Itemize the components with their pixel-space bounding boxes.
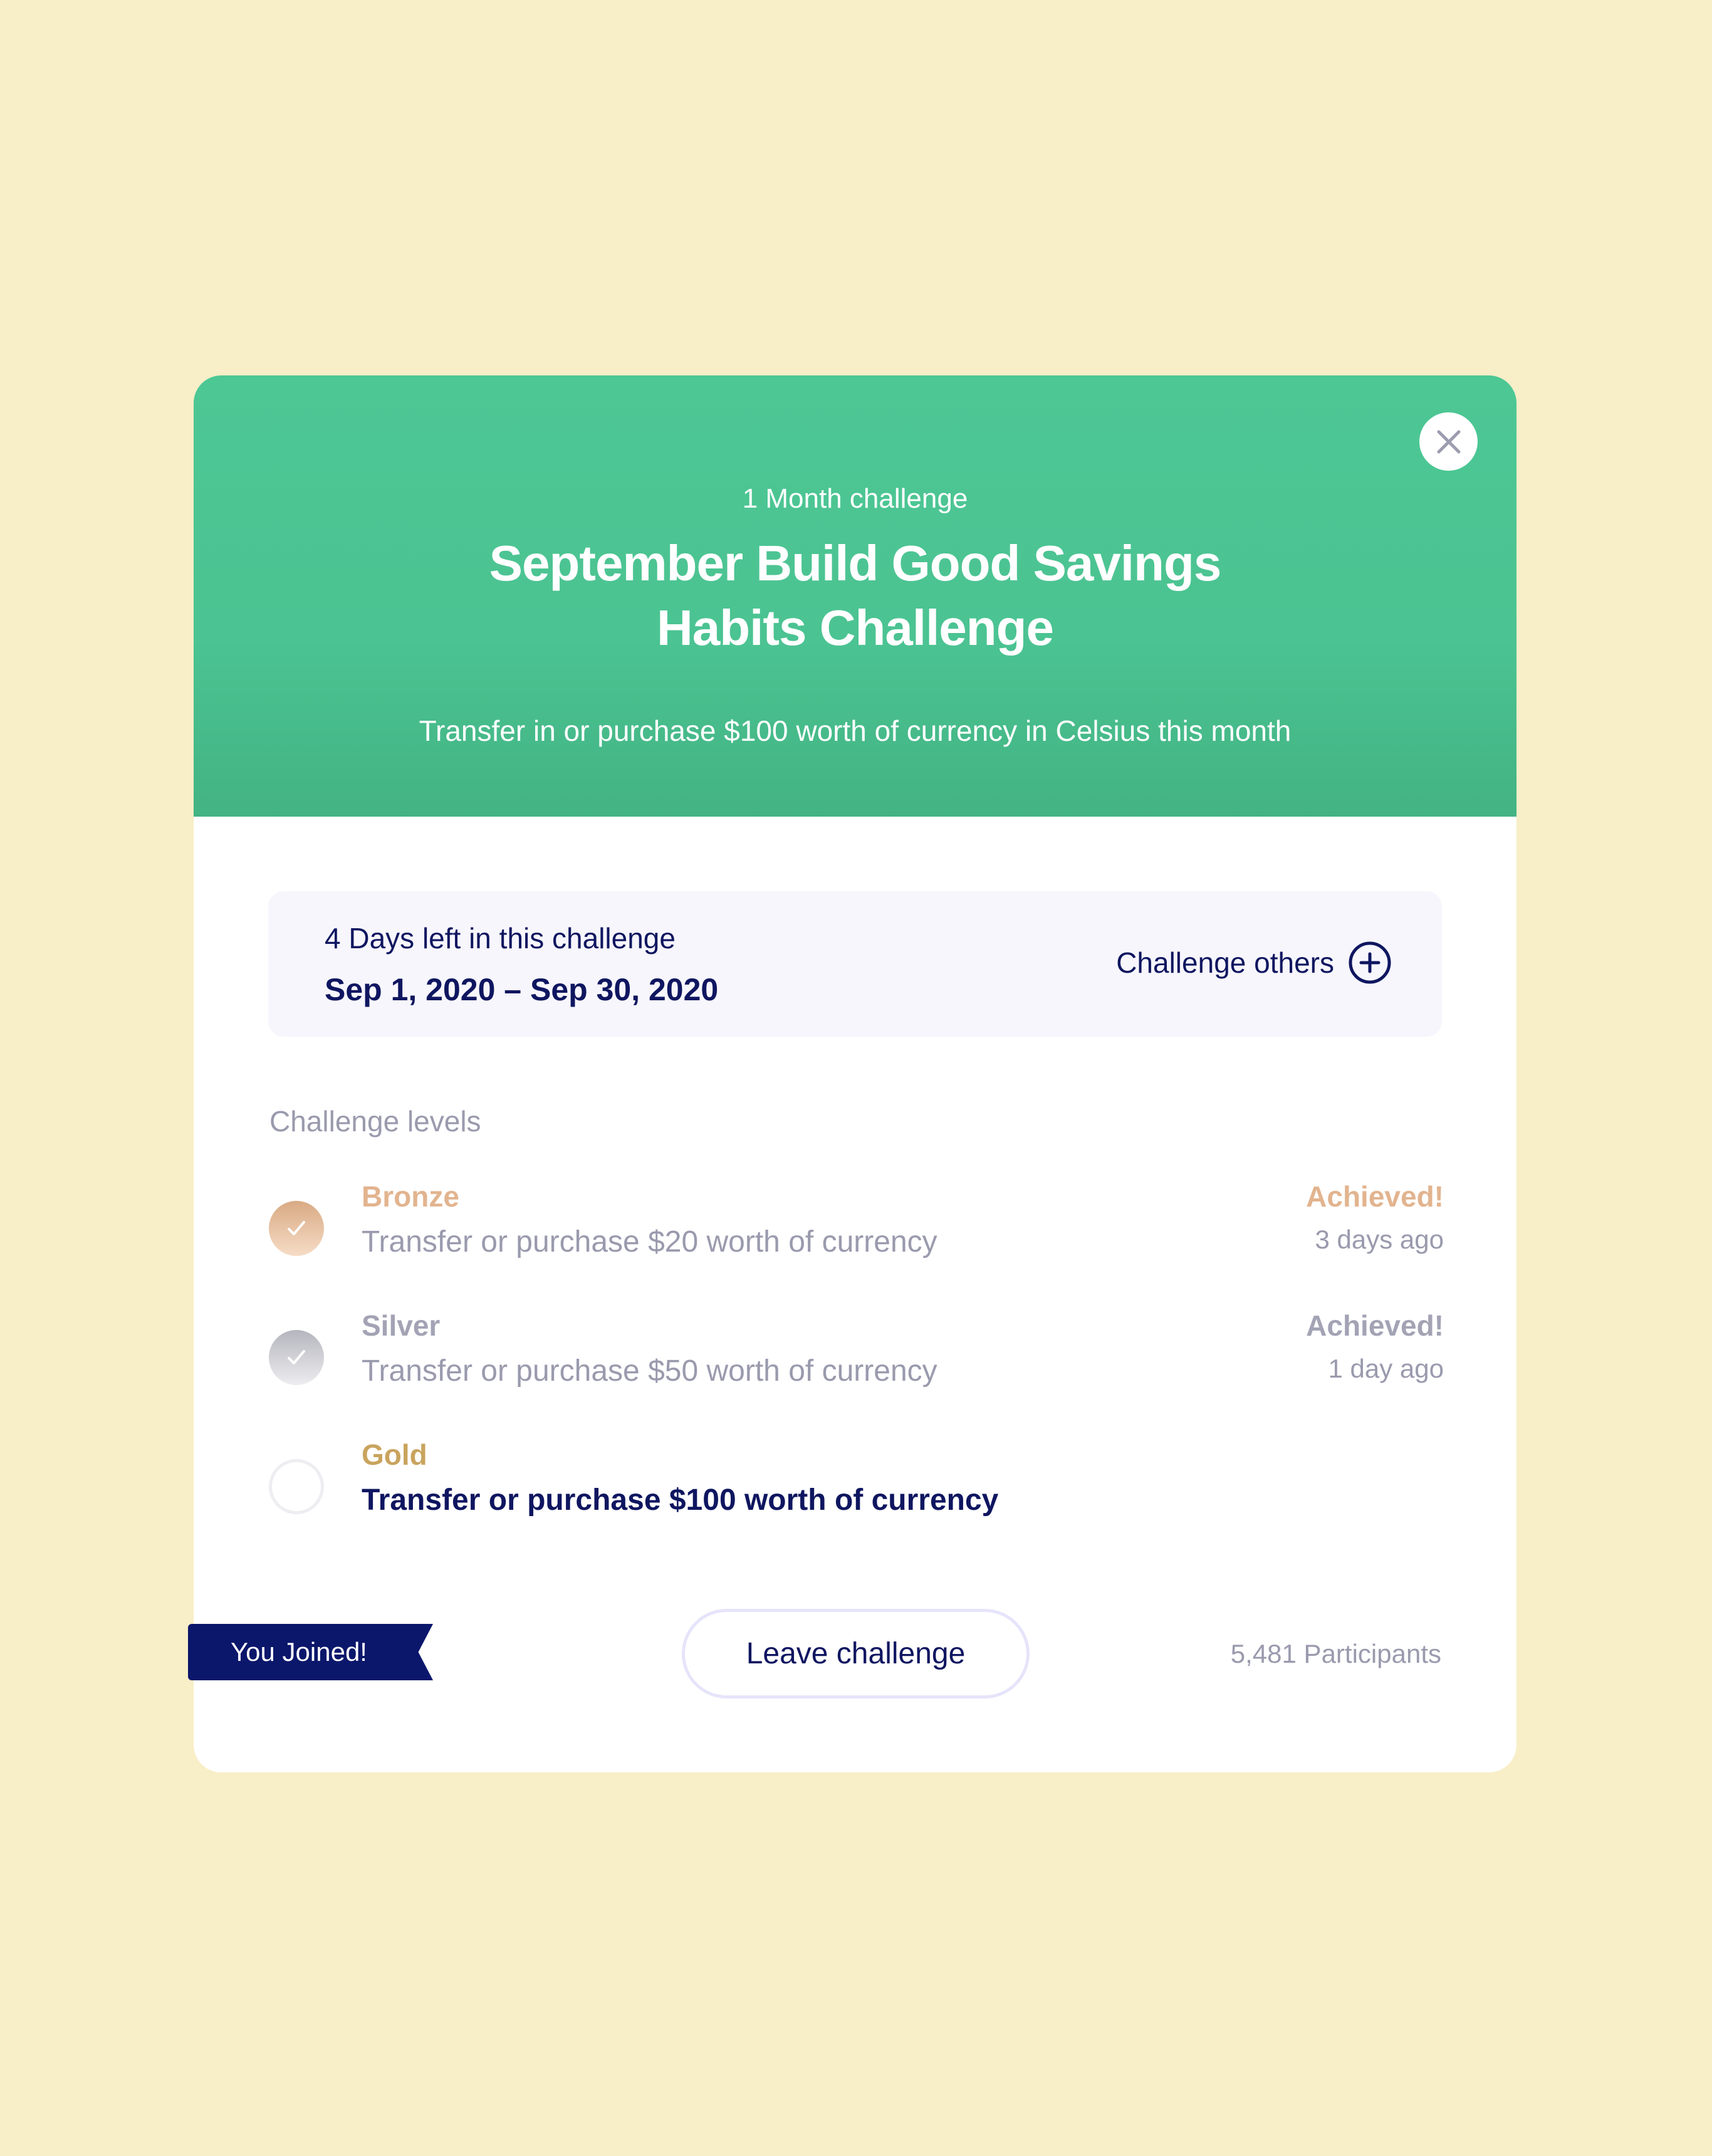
level-description: Transfer or purchase $50 worth of curren…: [362, 1354, 937, 1388]
level-status: Achieved!: [1306, 1309, 1444, 1342]
pending-badge: [269, 1459, 324, 1514]
challenge-duration: 1 Month challenge: [742, 483, 968, 514]
plus-circle-icon: [1349, 941, 1391, 984]
joined-ribbon: You Joined!: [188, 1624, 433, 1680]
challenge-title: September Build Good Savings Habits Chal…: [194, 531, 1516, 660]
level-name: Gold: [362, 1438, 427, 1471]
challenge-modal: 1 Month challenge September Build Good S…: [188, 375, 1516, 1772]
challenge-info-box: 4 Days left in this challenge Sep 1, 202…: [268, 891, 1442, 1037]
achieved-badge: [269, 1201, 324, 1256]
leave-challenge-button[interactable]: Leave challenge: [682, 1609, 1030, 1698]
challenge-description: Transfer in or purchase $100 worth of cu…: [419, 714, 1292, 747]
level-description: Transfer or purchase $100 worth of curre…: [362, 1484, 999, 1517]
title-line: September Build Good Savings: [489, 535, 1222, 591]
level-description: Transfer or purchase $20 worth of curren…: [362, 1225, 937, 1259]
level-status: Achieved!: [1306, 1180, 1444, 1213]
level-name: Bronze: [362, 1180, 459, 1213]
date-range: Sep 1, 2020 – Sep 30, 2020: [325, 972, 719, 1007]
level-name: Silver: [362, 1309, 441, 1342]
level-gold: Gold Transfer or purchase $100 worth of …: [269, 1438, 1444, 1532]
level-achieved-time: 1 day ago: [1328, 1354, 1444, 1383]
close-button[interactable]: [1419, 412, 1478, 471]
challenge-others-label: Challenge others: [1116, 946, 1334, 979]
check-icon: [288, 1221, 305, 1235]
level-bronze: Bronze Transfer or purchase $20 worth of…: [269, 1180, 1444, 1274]
challenge-levels-heading: Challenge levels: [269, 1105, 481, 1138]
level-achieved-time: 3 days ago: [1315, 1225, 1444, 1254]
level-silver: Silver Transfer or purchase $50 worth of…: [269, 1309, 1444, 1403]
achieved-badge: [269, 1330, 324, 1385]
days-left: 4 Days left in this challenge: [325, 922, 676, 955]
title-line: Habits Challenge: [656, 600, 1054, 656]
challenge-others-button[interactable]: Challenge others: [1116, 941, 1392, 985]
close-icon: [1437, 430, 1460, 453]
challenge-header: 1 Month challenge September Build Good S…: [194, 375, 1516, 817]
participants-count: 5,481 Participants: [1230, 1639, 1441, 1668]
check-icon: [288, 1350, 305, 1364]
